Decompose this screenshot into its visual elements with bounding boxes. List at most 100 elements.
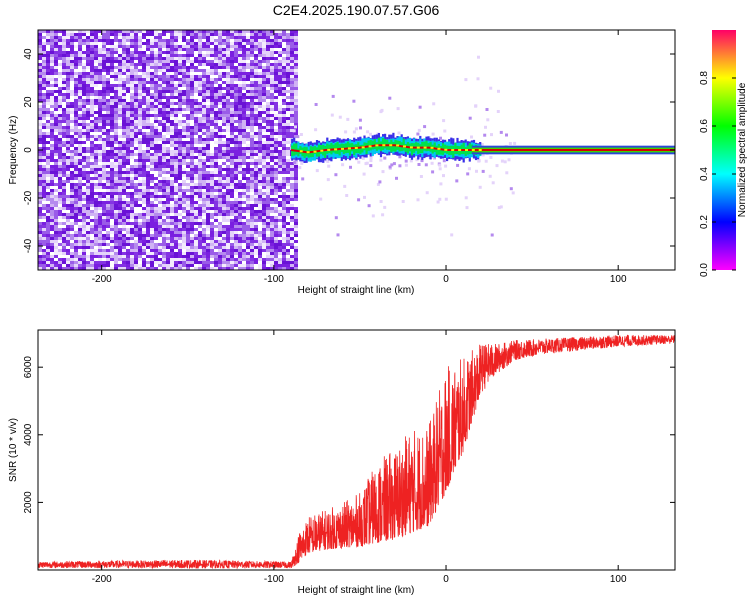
heatmap-cell [86, 123, 90, 126]
heatmap-cell [294, 75, 298, 78]
heatmap-cell [258, 216, 262, 219]
heatmap-cell [198, 147, 202, 150]
heatmap-cell [242, 126, 246, 129]
heatmap-cell [262, 111, 266, 114]
heatmap-cell [258, 138, 262, 141]
heatmap-cell [70, 30, 74, 33]
heatmap-cell [266, 186, 270, 189]
heatmap-cell [126, 177, 130, 180]
heatmap-cell [238, 150, 242, 153]
heatmap-cell [146, 138, 150, 141]
heatmap-cell [222, 105, 226, 108]
heatmap-cell [242, 267, 246, 270]
heatmap-cell [418, 105, 422, 109]
heatmap-cell [130, 210, 134, 213]
heatmap-cell [86, 147, 90, 150]
heatmap-cell [94, 120, 98, 123]
heatmap-cell [106, 162, 110, 165]
heatmap-cell [138, 45, 142, 48]
heatmap-cell [162, 111, 166, 114]
heatmap-cell [286, 123, 290, 126]
heatmap-cell [38, 150, 42, 153]
heatmap-cell [222, 267, 226, 270]
heatmap-cell [110, 144, 114, 147]
heatmap-cell [98, 201, 102, 204]
heatmap-cell [78, 84, 82, 87]
heatmap-cell [202, 174, 206, 177]
heatmap-cell [230, 246, 234, 249]
heatmap-cell [82, 198, 86, 201]
heatmap-cell [202, 123, 206, 126]
heatmap-cell [242, 171, 246, 174]
heatmap-cell [78, 246, 82, 249]
heatmap-cell [242, 156, 246, 159]
heatmap-cell [425, 191, 429, 195]
heatmap-cell [46, 126, 50, 129]
heatmap-cell [182, 252, 186, 255]
heatmap-cell [210, 207, 214, 210]
heatmap-cell [134, 231, 138, 234]
heatmap-cell [38, 63, 42, 66]
heatmap-cell [162, 72, 166, 75]
heatmap-cell [78, 102, 82, 105]
heatmap-cell [42, 42, 46, 45]
heatmap-cell [142, 201, 146, 204]
heatmap-cell [102, 117, 106, 120]
heatmap-cell [206, 219, 210, 222]
heatmap-cell [70, 210, 74, 213]
heatmap-cell [126, 138, 130, 141]
heatmap-cell [94, 249, 98, 252]
heatmap-cell [262, 144, 266, 147]
heatmap-cell [122, 168, 126, 171]
heatmap-cell [214, 66, 218, 69]
heatmap-cell [246, 156, 250, 159]
heatmap-cell [234, 54, 238, 57]
heatmap-cell [294, 186, 298, 189]
heatmap-cell [214, 30, 218, 33]
heatmap-cell [146, 174, 150, 177]
heatmap-cell [254, 117, 258, 120]
heatmap-cell [150, 177, 154, 180]
heatmap-cell [290, 87, 294, 90]
heatmap-cell [379, 158, 383, 162]
heatmap-cell [70, 216, 74, 219]
heatmap-cell [222, 147, 226, 150]
heatmap-cell [270, 36, 274, 39]
heatmap-cell [102, 69, 106, 72]
heatmap-cell [38, 39, 42, 42]
heatmap-cell [78, 72, 82, 75]
heatmap-cell [142, 186, 146, 189]
heatmap-cell [162, 210, 166, 213]
heatmap-cell [246, 108, 250, 111]
heatmap-cell [505, 171, 509, 175]
heatmap-cell [70, 243, 74, 246]
heatmap-cell [234, 120, 238, 123]
heatmap-cell [222, 240, 226, 243]
heatmap-cell [122, 225, 126, 228]
heatmap-cell [238, 123, 242, 126]
heatmap-cell [130, 231, 134, 234]
heatmap-cell [46, 165, 50, 168]
heatmap-cell [106, 36, 110, 39]
heatmap-cell [114, 219, 118, 222]
heatmap-cell [218, 195, 222, 198]
heatmap-cell [262, 120, 266, 123]
heatmap-cell [126, 201, 130, 204]
heatmap-cell [134, 198, 138, 201]
heatmap-cell [126, 240, 130, 243]
heatmap-cell [110, 114, 114, 117]
heatmap-cell [178, 267, 182, 270]
heatmap-cell [286, 234, 290, 237]
heatmap-cell [290, 240, 294, 243]
heatmap-cell [118, 237, 122, 240]
heatmap-cell [286, 102, 290, 105]
heatmap-cell [218, 210, 222, 213]
heatmap-cell [98, 207, 102, 210]
heatmap-cell [238, 108, 242, 111]
heatmap-cell [346, 117, 350, 121]
heatmap-cell [282, 93, 286, 96]
heatmap-cell [282, 216, 286, 219]
heatmap-cell [142, 180, 146, 183]
heatmap-cell [349, 165, 352, 169]
heatmap-cell [146, 150, 150, 153]
